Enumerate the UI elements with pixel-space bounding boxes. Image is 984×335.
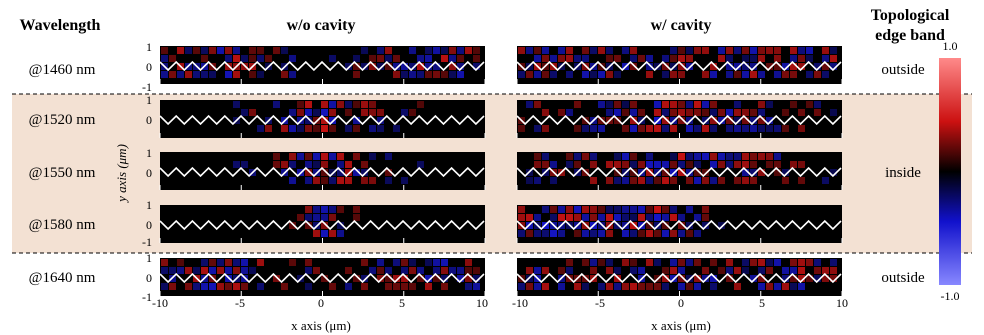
header-with-cavity: w/ cavity bbox=[651, 17, 712, 34]
colorbar-max-label: 1.0 bbox=[943, 39, 958, 53]
row-wavelength-1460: @1460 nm bbox=[29, 62, 96, 78]
header-without-cavity: w/o cavity bbox=[287, 17, 356, 34]
y-tick-neg1: -1 bbox=[142, 235, 152, 249]
band-label-1550: inside bbox=[885, 165, 921, 181]
band-label-1640: outside bbox=[881, 270, 925, 286]
x-tick: 5 bbox=[759, 296, 765, 310]
field-panel-wo bbox=[159, 152, 486, 190]
y-tick-neg1: -1 bbox=[142, 80, 152, 94]
y-tick-1: 1 bbox=[146, 198, 152, 212]
band-label-1460: outside bbox=[881, 62, 925, 78]
x-axis-label-right: x axis (μm) bbox=[651, 318, 711, 333]
x-tick: -5 bbox=[235, 296, 245, 310]
field-panel-w bbox=[516, 46, 843, 84]
y-tick-neg1: -1 bbox=[142, 290, 152, 304]
y-axis-label: y axis (μm) bbox=[114, 144, 129, 204]
row-wavelength-1580: @1580 nm bbox=[29, 217, 96, 233]
x-tick: 0 bbox=[678, 296, 684, 310]
y-tick-labels: 1 0 -1 1 0 1 0 1 0 -1 1 0 -1 bbox=[142, 40, 152, 304]
header-band-line2: edge band bbox=[875, 27, 945, 44]
x-tick: 10 bbox=[836, 296, 848, 310]
field-panel-wo bbox=[159, 46, 486, 84]
header-wavelength: Wavelength bbox=[20, 17, 101, 34]
row-wavelength-1520: @1520 nm bbox=[29, 112, 96, 128]
colorbar bbox=[939, 58, 961, 285]
y-tick-1: 1 bbox=[146, 93, 152, 107]
field-panel-w bbox=[516, 152, 843, 190]
field-panel-wo bbox=[159, 258, 486, 296]
x-tick: 10 bbox=[476, 296, 488, 310]
header-band-line1: Topological bbox=[871, 7, 950, 24]
y-tick-1: 1 bbox=[146, 146, 152, 160]
x-tick-labels-right: -10 -5 0 5 10 bbox=[512, 296, 848, 310]
colorbar-min-label: -1.0 bbox=[941, 289, 960, 303]
y-tick-0: 0 bbox=[146, 113, 152, 127]
x-axis-label-left: x axis (μm) bbox=[291, 318, 351, 333]
field-panel-w bbox=[516, 258, 843, 296]
y-tick-0: 0 bbox=[146, 218, 152, 232]
y-tick-0: 0 bbox=[146, 271, 152, 285]
x-tick: 0 bbox=[318, 296, 324, 310]
field-panel-w bbox=[516, 205, 843, 243]
y-tick-1: 1 bbox=[146, 40, 152, 54]
y-tick-0: 0 bbox=[146, 60, 152, 74]
field-panel-wo bbox=[159, 100, 486, 138]
x-tick: -5 bbox=[595, 296, 605, 310]
field-panels bbox=[159, 46, 843, 296]
x-tick: 5 bbox=[399, 296, 405, 310]
row-wavelength-1550: @1550 nm bbox=[29, 165, 96, 181]
field-panel-wo bbox=[159, 205, 486, 243]
x-tick-labels-left: -10 -5 0 5 10 bbox=[152, 296, 488, 310]
row-wavelength-1640: @1640 nm bbox=[29, 270, 96, 286]
y-tick-1: 1 bbox=[146, 251, 152, 265]
field-panel-w bbox=[516, 100, 843, 138]
x-tick: -10 bbox=[152, 296, 168, 310]
x-tick: -10 bbox=[512, 296, 528, 310]
y-tick-0: 0 bbox=[146, 166, 152, 180]
